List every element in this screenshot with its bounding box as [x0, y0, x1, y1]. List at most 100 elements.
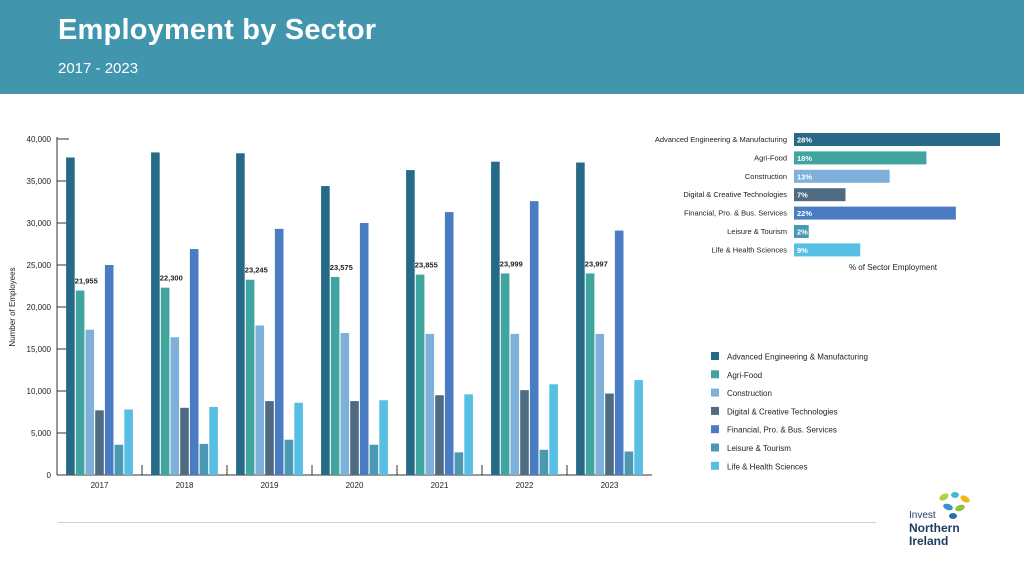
bar: [114, 444, 124, 475]
bar-data-label: 23,999: [500, 259, 523, 268]
legend-label: Leisure & Tourism: [727, 444, 791, 453]
legend-swatch: [711, 352, 719, 360]
page-subtitle: 2017 - 2023: [58, 60, 139, 77]
bar: [435, 395, 444, 475]
bar: [595, 333, 605, 475]
bar: [284, 439, 294, 475]
pct-bar: [794, 151, 927, 165]
pct-bar: [794, 243, 861, 257]
bar: [321, 186, 330, 476]
employment-bar-chart: 0 5,000 10,000 15,000 20,000 25,000 30,000 35,0…: [8, 135, 652, 490]
bar: [605, 393, 614, 475]
pct-value-label: 22%: [797, 209, 812, 218]
bar: [520, 390, 529, 475]
legend-label: Digital & Creative Technologies: [727, 407, 838, 416]
bar: [66, 157, 75, 476]
pct-bar: [794, 225, 809, 238]
pct-value-label: 28%: [797, 136, 812, 145]
y-tick-label: 30,000: [27, 219, 52, 228]
sector-percentage-chart: Advanced Engineering & Manufacturing 28% A…: [655, 133, 1000, 272]
bar: [500, 273, 510, 475]
invest-ni-logo: Invest Northern Ireland: [906, 490, 986, 550]
bar: [274, 228, 284, 475]
logo-petals-icon: [939, 492, 970, 519]
x-tick-label: 2017: [91, 481, 109, 490]
bar: [614, 230, 624, 475]
bar: [180, 407, 189, 475]
pct-axis-label: % of Sector Employment: [849, 263, 938, 272]
pct-bar: [794, 133, 1000, 146]
logo-text-ireland: Ireland: [909, 534, 949, 548]
bar-data-label: 21,955: [75, 277, 98, 286]
pct-category-label: Digital & Creative Technologies: [683, 190, 787, 199]
x-tick-label: 2022: [516, 481, 534, 490]
bar: [359, 223, 369, 475]
bar: [209, 406, 218, 475]
y-tick-label: 35,000: [27, 177, 52, 186]
x-tick-label: 2020: [346, 481, 364, 490]
bar: [255, 325, 265, 475]
bar: [576, 162, 585, 475]
y-tick-label: 25,000: [27, 261, 52, 270]
bar: [379, 400, 388, 475]
x-tick-label: 2023: [601, 481, 619, 490]
y-tick-label: 20,000: [27, 303, 52, 312]
bar: [236, 153, 245, 475]
legend-swatch: [711, 370, 719, 379]
bar: [170, 337, 180, 475]
legend-swatch: [711, 443, 719, 452]
bar: [464, 394, 473, 475]
legend-label: Financial, Pro. & Bus. Services: [727, 426, 837, 435]
legend-label: Construction: [727, 389, 772, 398]
footer-divider: [58, 522, 876, 523]
legend-swatch: [711, 425, 719, 434]
bar: [634, 380, 643, 475]
logo-text-northern: Northern: [909, 521, 960, 535]
pct-category-label: Agri-Food: [754, 153, 787, 162]
bar-data-label: 23,245: [245, 266, 268, 275]
legend-swatch: [711, 461, 719, 470]
y-axis-label: Number of Employees: [8, 267, 17, 346]
y-tick-label: 5,000: [31, 429, 52, 438]
bar: [369, 444, 379, 475]
x-tick-label: 2018: [176, 481, 194, 490]
bar: [454, 452, 464, 475]
page-title: Employment by Sector: [58, 14, 377, 46]
legend-label: Agri-Food: [727, 371, 762, 380]
bar: [425, 333, 435, 475]
bar: [124, 409, 133, 475]
bar: [491, 161, 500, 475]
bar: [151, 152, 160, 475]
bar: [444, 212, 454, 475]
bar-data-label: 23,575: [330, 263, 353, 272]
pct-category-label: Advanced Engineering & Manufacturing: [655, 135, 787, 144]
bar-data-label: 23,855: [415, 261, 438, 270]
pct-category-label: Leisure & Tourism: [727, 227, 787, 236]
bar: [245, 279, 255, 475]
bar: [75, 290, 85, 475]
pct-value-label: 2%: [797, 228, 808, 237]
bar-data-label: 23,997: [585, 259, 608, 268]
bar: [189, 249, 199, 475]
pct-value-label: 7%: [797, 191, 808, 200]
header-banner: Employment by Sector 2017 - 2023: [0, 0, 1024, 94]
chart-legend: Advanced Engineering & Manufacturing Agri…: [711, 352, 868, 471]
bar: [95, 410, 104, 475]
bar: [340, 333, 350, 475]
bar: [585, 273, 595, 475]
pct-value-label: 13%: [797, 172, 812, 181]
bar: [415, 274, 425, 475]
bar: [406, 170, 415, 475]
bar: [539, 449, 549, 475]
bar: [294, 402, 303, 475]
legend-label: Life & Health Sciences: [727, 462, 808, 471]
bar: [160, 287, 170, 475]
pct-bar: [794, 169, 890, 183]
bar: [199, 443, 209, 475]
y-tick-label: 15,000: [27, 345, 52, 354]
logo-text-invest: Invest: [909, 510, 936, 521]
y-tick-label: 40,000: [27, 135, 52, 144]
pct-category-label: Construction: [745, 172, 787, 181]
legend-swatch: [711, 406, 719, 415]
